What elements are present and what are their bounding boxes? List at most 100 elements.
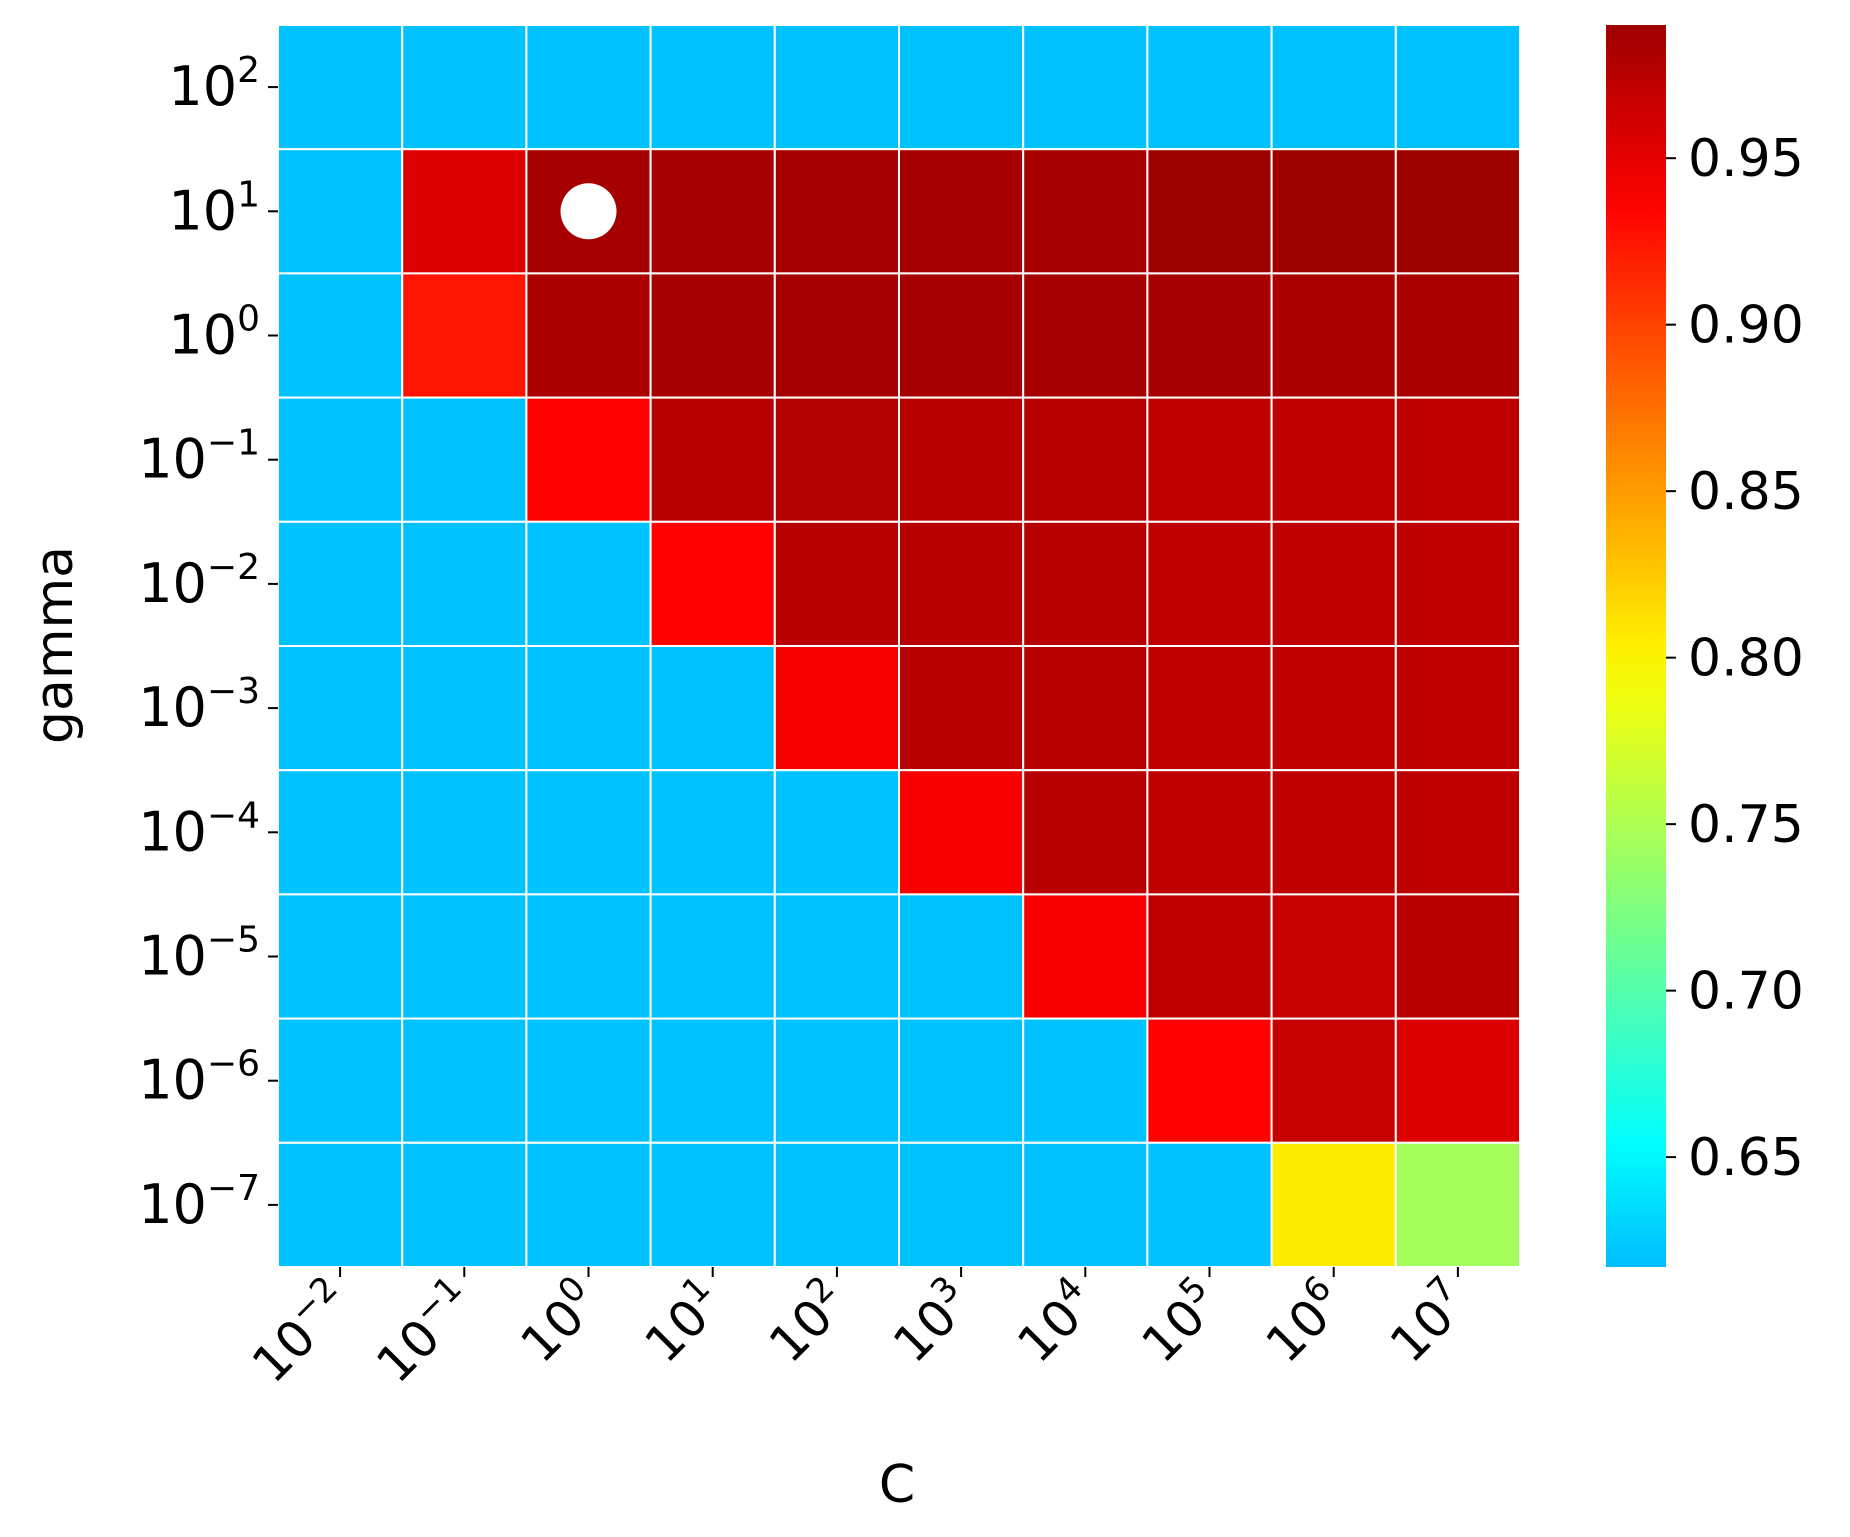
heatmap-cell — [525, 645, 652, 772]
heatmap-cell — [277, 1141, 404, 1269]
heatmap-cell — [401, 1017, 528, 1144]
heatmap-cell — [898, 1141, 1025, 1269]
x-tick-label: 100 — [505, 1268, 611, 1374]
heatmap-cell — [773, 1141, 900, 1269]
heatmap-cell — [1146, 1017, 1273, 1144]
heatmap-cell — [649, 893, 776, 1020]
x-tick-label: 10−1 — [361, 1268, 487, 1394]
heatmap-cell — [1270, 272, 1397, 399]
heatmap-cell — [773, 893, 900, 1020]
y-tick-label: 10−4 — [138, 795, 260, 863]
heatmap-cell — [401, 24, 528, 151]
best-point-marker — [560, 183, 617, 240]
heatmap-cell — [649, 148, 776, 275]
heatmap-cell — [898, 148, 1025, 275]
heatmap-cell — [773, 520, 900, 647]
y-tick-label: 10−1 — [138, 423, 260, 491]
heatmap-cell — [1146, 893, 1273, 1020]
y-tick-label: 10−7 — [138, 1168, 260, 1236]
heatmap-cell — [1270, 1141, 1397, 1269]
heatmap-cell — [898, 520, 1025, 647]
heatmap-cells — [277, 24, 1522, 1269]
heatmap-cell — [1270, 520, 1397, 647]
heatmap-cell — [773, 396, 900, 523]
heatmap-cell — [277, 520, 404, 647]
heatmap-cell — [1270, 1017, 1397, 1144]
heatmap-cell — [898, 272, 1025, 399]
heatmap-cell — [1022, 1141, 1149, 1269]
y-tick-label: 102 — [168, 50, 260, 118]
x-tick-label: 107 — [1375, 1268, 1481, 1374]
heatmap-cell — [898, 645, 1025, 772]
heatmap-cell — [277, 769, 404, 896]
heatmap-cell — [1022, 272, 1149, 399]
colorbar-ticks: 0.65 0.70 0.75 0.80 0.85 0.90 0.95 — [1666, 129, 1804, 1188]
heatmap-cell — [1394, 769, 1522, 896]
y-axis-label: gamma — [25, 546, 85, 744]
heatmap-cell — [649, 645, 776, 772]
colorbar-tick-label: 0.95 — [1688, 129, 1804, 189]
y-tick-label: 10−2 — [138, 547, 260, 615]
heatmap-cell — [1394, 645, 1522, 772]
y-tick-label: 100 — [168, 299, 260, 367]
heatmap-cell — [1146, 1141, 1273, 1269]
heatmap-cell — [649, 1141, 776, 1269]
heatmap-cell — [525, 396, 652, 523]
y-tick-label: 10−6 — [138, 1044, 260, 1112]
y-tick-label: 10−5 — [138, 920, 260, 988]
heatmap-cell — [1394, 24, 1522, 151]
heatmap-cell — [649, 769, 776, 896]
x-axis-label: C — [879, 1455, 915, 1515]
heatmap-cell — [1394, 148, 1522, 275]
heatmap-cell — [649, 396, 776, 523]
colorbar — [1606, 25, 1666, 1267]
heatmap-cell — [1394, 272, 1522, 399]
heatmap-cell — [898, 1017, 1025, 1144]
heatmap-cell — [277, 396, 404, 523]
heatmap-cell — [401, 272, 528, 399]
heatmap-cell — [401, 520, 528, 647]
heatmap-cell — [525, 24, 652, 151]
heatmap-cell — [1146, 520, 1273, 647]
heatmap-cell — [773, 645, 900, 772]
heatmap-cell — [1270, 148, 1397, 275]
heatmap-cell — [401, 893, 528, 1020]
heatmap-cell — [525, 272, 652, 399]
heatmap-cell — [1394, 1141, 1522, 1269]
heatmap-cell — [773, 24, 900, 151]
heatmap-cell — [1394, 396, 1522, 523]
heatmap-cell — [898, 769, 1025, 896]
heatmap-cell — [1022, 1017, 1149, 1144]
heatmap-cell — [649, 272, 776, 399]
heatmap-cell — [898, 24, 1025, 151]
x-tick-label: 102 — [754, 1268, 860, 1374]
heatmap-cell — [898, 893, 1025, 1020]
heatmap-cell — [1022, 24, 1149, 151]
heatmap-cell — [1270, 893, 1397, 1020]
heatmap-cell — [525, 1141, 652, 1269]
heatmap-cell — [277, 1017, 404, 1144]
heatmap-cell — [1270, 645, 1397, 772]
heatmap-cell — [277, 645, 404, 772]
marker-layer — [560, 183, 617, 240]
colorbar-tick-label: 0.70 — [1688, 962, 1804, 1022]
x-tick-label: 10−2 — [237, 1268, 363, 1394]
heatmap-cell — [401, 148, 528, 275]
heatmap-cell — [1146, 645, 1273, 772]
y-axis-ticks: 102 101 100 10−1 10−2 10−3 10−4 10−5 10−6 10−7 — [138, 50, 278, 1236]
heatmap-cell — [773, 272, 900, 399]
heatmap-cell — [1146, 396, 1273, 523]
heatmap-cell — [525, 893, 652, 1020]
heatmap-cell — [401, 645, 528, 772]
heatmap-cell — [277, 148, 404, 275]
x-tick-label: 105 — [1126, 1268, 1232, 1374]
heatmap-cell — [401, 396, 528, 523]
colorbar-tick-label: 0.65 — [1688, 1128, 1804, 1188]
heatmap-cell — [773, 769, 900, 896]
heatmap-cell — [525, 1017, 652, 1144]
heatmap-cell — [525, 520, 652, 647]
heatmap-cell — [1394, 893, 1522, 1020]
colorbar-tick-label: 0.80 — [1688, 629, 1804, 689]
heatmap-cell — [277, 272, 404, 399]
